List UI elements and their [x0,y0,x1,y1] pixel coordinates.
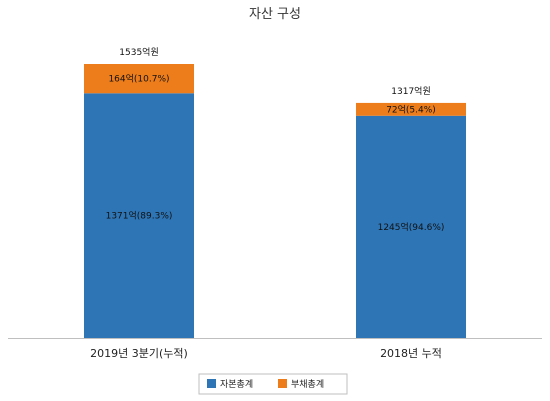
segment-data-label: 72억(5.4%) [386,103,436,115]
segment-data-label: 164억(10.7%) [108,73,169,85]
x-axis-tick-label: 2019년 3분기(누적) [90,347,188,360]
legend-box [198,373,348,395]
x-axis-labels: 2019년 3분기(누적) 2018년 누적 [90,347,442,360]
chart-title: 자산 구성 [249,7,301,22]
bar-segment-liabilities [84,64,194,94]
legend-label-liabilities: 부채총계 [291,378,324,390]
bar-segment-equity [84,93,194,339]
bar-total-label: 1317억원 [391,85,430,97]
legend-swatch-liabilities [278,379,287,388]
legend: 자본총계 부채총계 [198,373,348,395]
bars-layer: 1371억(89.3%) 164억(10.7%) 1535억원 1245억(94.6%… [84,46,466,339]
x-axis-tick-label: 2018년 누적 [380,347,442,360]
legend-swatch-equity [207,379,216,388]
bar-segment-equity [356,115,466,338]
legend-label-equity: 자본총계 [220,378,253,390]
segment-data-label: 1371억(89.3%) [106,210,173,222]
bar-total-label: 1535억원 [119,46,158,58]
bar-segment-liabilities [356,102,466,116]
segment-data-label: 1245억(94.6%) [378,221,445,233]
